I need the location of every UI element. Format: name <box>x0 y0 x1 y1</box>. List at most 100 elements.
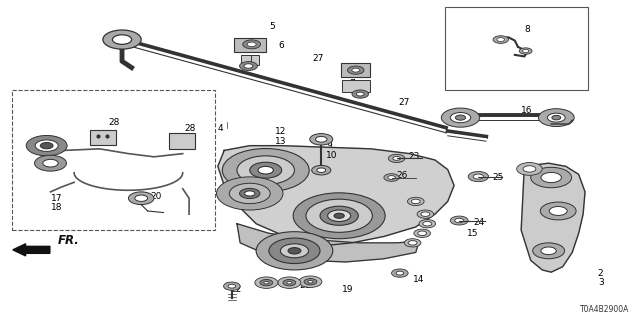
Text: 15: 15 <box>467 229 478 238</box>
Text: 25: 25 <box>492 173 504 182</box>
Circle shape <box>393 156 401 160</box>
Circle shape <box>250 162 282 178</box>
Circle shape <box>352 68 360 72</box>
Text: FR.: FR. <box>58 234 80 247</box>
Text: 20: 20 <box>151 192 162 201</box>
Circle shape <box>388 176 396 180</box>
Circle shape <box>269 238 320 264</box>
Circle shape <box>388 154 405 163</box>
Circle shape <box>229 183 270 204</box>
Circle shape <box>247 42 256 47</box>
Circle shape <box>456 115 466 120</box>
Circle shape <box>408 241 417 245</box>
Circle shape <box>288 248 301 254</box>
Text: 2: 2 <box>598 268 604 278</box>
Circle shape <box>418 231 427 236</box>
Circle shape <box>283 279 296 286</box>
Text: 24: 24 <box>473 218 484 227</box>
Text: 23: 23 <box>408 152 419 161</box>
Circle shape <box>412 199 420 204</box>
Polygon shape <box>237 224 419 262</box>
Circle shape <box>222 148 309 192</box>
Circle shape <box>473 174 483 179</box>
FancyBboxPatch shape <box>90 130 116 145</box>
FancyBboxPatch shape <box>341 63 371 77</box>
Text: 1: 1 <box>31 141 37 150</box>
Circle shape <box>328 210 351 221</box>
Circle shape <box>468 172 488 182</box>
FancyArrow shape <box>13 244 50 256</box>
Circle shape <box>423 221 432 226</box>
Circle shape <box>260 279 273 286</box>
Text: 21: 21 <box>300 281 311 290</box>
Circle shape <box>35 155 67 171</box>
Circle shape <box>356 92 364 96</box>
Text: 27: 27 <box>312 53 324 62</box>
Circle shape <box>519 48 532 54</box>
Circle shape <box>264 281 269 284</box>
Circle shape <box>258 166 273 174</box>
Circle shape <box>243 40 260 49</box>
Circle shape <box>540 202 576 220</box>
Circle shape <box>239 61 257 70</box>
Polygon shape <box>218 146 454 246</box>
Polygon shape <box>521 163 585 272</box>
Circle shape <box>40 142 53 149</box>
Circle shape <box>306 199 372 232</box>
Circle shape <box>549 206 567 215</box>
Circle shape <box>316 136 327 142</box>
Circle shape <box>384 174 399 181</box>
Circle shape <box>531 167 572 188</box>
Circle shape <box>523 166 536 172</box>
Circle shape <box>293 193 385 239</box>
Circle shape <box>392 269 408 277</box>
FancyBboxPatch shape <box>170 133 195 148</box>
FancyBboxPatch shape <box>234 38 266 52</box>
Circle shape <box>320 206 358 225</box>
Circle shape <box>497 38 504 42</box>
Circle shape <box>348 66 364 74</box>
Text: 13: 13 <box>275 137 287 146</box>
Circle shape <box>299 276 322 287</box>
Circle shape <box>414 229 431 237</box>
Circle shape <box>237 156 294 185</box>
Text: 28: 28 <box>184 124 196 133</box>
FancyBboxPatch shape <box>342 80 370 92</box>
Circle shape <box>228 284 236 288</box>
Text: 19: 19 <box>342 285 354 294</box>
Text: 11: 11 <box>266 156 277 164</box>
Circle shape <box>43 159 58 167</box>
Circle shape <box>421 212 430 216</box>
Circle shape <box>455 218 464 223</box>
Circle shape <box>216 177 283 210</box>
Circle shape <box>135 195 148 201</box>
Circle shape <box>26 135 67 156</box>
Text: 4: 4 <box>218 124 223 132</box>
Circle shape <box>419 220 436 228</box>
Circle shape <box>451 216 468 225</box>
Circle shape <box>417 210 434 218</box>
Circle shape <box>552 116 561 120</box>
Text: 3: 3 <box>598 278 604 287</box>
Circle shape <box>308 280 313 283</box>
Circle shape <box>532 243 564 259</box>
Circle shape <box>255 277 278 288</box>
Circle shape <box>541 247 556 255</box>
Text: 27: 27 <box>398 98 410 107</box>
Text: 17: 17 <box>51 194 62 203</box>
Circle shape <box>547 113 565 122</box>
Circle shape <box>113 35 132 44</box>
Text: 14: 14 <box>413 275 424 284</box>
Circle shape <box>541 172 561 183</box>
Text: 26: 26 <box>397 172 408 180</box>
Circle shape <box>516 163 542 175</box>
Text: 22: 22 <box>230 285 242 294</box>
Circle shape <box>404 239 421 247</box>
Circle shape <box>493 36 508 44</box>
Text: 16: 16 <box>521 106 532 115</box>
Text: 6: 6 <box>278 41 284 50</box>
Circle shape <box>278 277 301 288</box>
Circle shape <box>317 168 326 172</box>
Circle shape <box>256 232 333 270</box>
Circle shape <box>239 188 260 198</box>
